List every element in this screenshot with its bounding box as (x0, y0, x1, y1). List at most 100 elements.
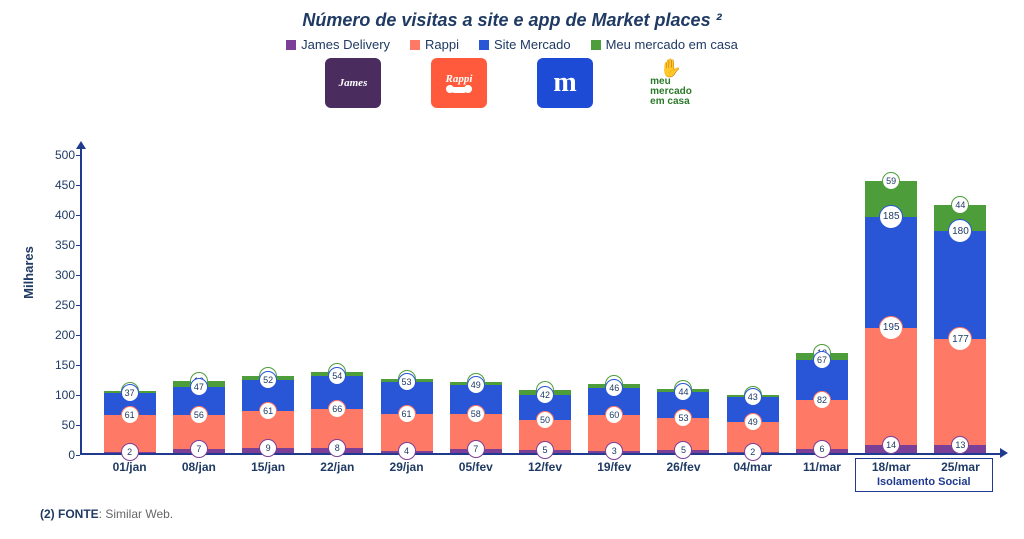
value-marker: 44 (674, 383, 692, 401)
bar-stack: 653614 (381, 379, 433, 453)
y-tick-mark (76, 275, 80, 276)
value-marker: 3 (605, 442, 623, 460)
value-marker: 185 (879, 205, 903, 229)
y-tick-mark (76, 365, 80, 366)
y-tick-mark (76, 335, 80, 336)
value-marker: 49 (467, 376, 485, 394)
value-marker: 44 (951, 196, 969, 214)
value-marker: 5 (536, 441, 554, 459)
value-marker: 54 (328, 367, 346, 385)
bars-container: 4376121047567652619754668653614549587842… (95, 155, 995, 453)
x-label: 12/fev (510, 460, 579, 474)
footnote: (2) FONTE: Similar Web. (40, 507, 173, 521)
bar-segment-james: 4 (381, 451, 433, 453)
legend: James DeliveryRappiSite MercadoMeu merca… (0, 37, 1024, 52)
bar-column: 437612 (95, 155, 164, 453)
legend-swatch (479, 40, 489, 50)
bar-stack: 842505 (519, 390, 571, 453)
value-marker: 82 (813, 391, 831, 409)
bar-column: 1047567 (164, 155, 233, 453)
x-label: 11/mar (787, 460, 856, 474)
y-tick-mark (76, 215, 80, 216)
bar-stack: 444535 (657, 389, 709, 453)
bar-segment-james: 5 (519, 450, 571, 453)
y-tick-label: 200 (35, 328, 75, 342)
value-marker: 8 (328, 439, 346, 457)
value-marker: 52 (259, 371, 277, 389)
x-label: 01/jan (95, 460, 164, 474)
value-marker: 61 (398, 405, 416, 423)
legend-item: Rappi (410, 37, 459, 52)
site-mercado-logo: m (537, 58, 593, 108)
bar-segment-site: 180 (934, 231, 986, 339)
y-axis-label: Milhares (21, 246, 36, 299)
y-tick-label: 450 (35, 178, 75, 192)
bar-column: 653614 (372, 155, 441, 453)
footnote-value: : Similar Web. (99, 507, 173, 521)
bar-stack: 646603 (588, 384, 640, 453)
legend-label: Site Mercado (494, 37, 571, 52)
value-marker: 53 (674, 409, 692, 427)
value-marker: 7 (190, 440, 208, 458)
bar-column: 243492 (718, 155, 787, 453)
bar-column: 549587 (441, 155, 510, 453)
highlight-label: Isolamento Social (855, 476, 993, 488)
value-marker: 42 (536, 386, 554, 404)
y-tick-mark (76, 305, 80, 306)
bar-stack: 243492 (727, 395, 779, 453)
value-marker: 6 (813, 440, 831, 458)
value-marker: 61 (259, 402, 277, 420)
bar-stack: 5918519514 (865, 181, 917, 453)
y-tick-label: 500 (35, 148, 75, 162)
rappi-logo: Rappi (431, 58, 487, 108)
legend-swatch (286, 40, 296, 50)
bar-column: 5918519514 (857, 155, 926, 453)
y-tick-label: 50 (35, 418, 75, 432)
meu-mercado-logo: ✋ meu mercado em casa (643, 58, 699, 108)
x-axis-arrow-icon (1000, 448, 1008, 458)
y-axis (80, 145, 82, 453)
bar-segment-james: 13 (934, 445, 986, 453)
bar-column: 444535 (649, 155, 718, 453)
bar-segment-rappi: 177 (934, 339, 986, 445)
value-marker: 2 (121, 443, 139, 461)
y-tick-label: 300 (35, 268, 75, 282)
bar-segment-site: 185 (865, 217, 917, 328)
y-tick-label: 400 (35, 208, 75, 222)
bar-segment-james: 7 (173, 449, 225, 453)
bar-stack: 437612 (104, 391, 156, 453)
chart-plot: Milhares 4376121047567652619754668653614… (80, 155, 1000, 455)
x-label: 22/jan (303, 460, 372, 474)
bar-stack: 754668 (311, 372, 363, 453)
x-label: 29/jan (372, 460, 441, 474)
value-marker: 180 (948, 219, 972, 243)
value-marker: 58 (467, 405, 485, 423)
value-marker: 59 (882, 172, 900, 190)
y-tick-label: 150 (35, 358, 75, 372)
value-marker: 49 (744, 413, 762, 431)
bar-segment-james: 5 (657, 450, 709, 453)
bar-segment-james: 2 (727, 452, 779, 453)
mustache-icon (449, 87, 469, 93)
value-marker: 61 (121, 406, 139, 424)
legend-label: Meu mercado em casa (606, 37, 738, 52)
bar-segment-james: 7 (450, 449, 502, 453)
legend-item: Site Mercado (479, 37, 571, 52)
meu-text-3: em casa (650, 97, 692, 107)
x-label: 05/fev (441, 460, 510, 474)
value-marker: 177 (948, 327, 972, 351)
value-marker: 46 (605, 379, 623, 397)
value-marker: 66 (328, 400, 346, 418)
bar-stack: 4418017713 (934, 205, 986, 453)
value-marker: 67 (813, 351, 831, 369)
x-label: 19/fev (580, 460, 649, 474)
y-tick-mark (76, 245, 80, 246)
y-tick-label: 350 (35, 238, 75, 252)
bar-stack: 652619 (242, 376, 294, 453)
value-marker: 9 (259, 439, 277, 457)
y-tick-mark (76, 455, 80, 456)
bar-segment-james: 14 (865, 445, 917, 453)
bar-stack: 1267826 (796, 353, 848, 453)
value-marker: 50 (536, 411, 554, 429)
bar-column: 1267826 (787, 155, 856, 453)
